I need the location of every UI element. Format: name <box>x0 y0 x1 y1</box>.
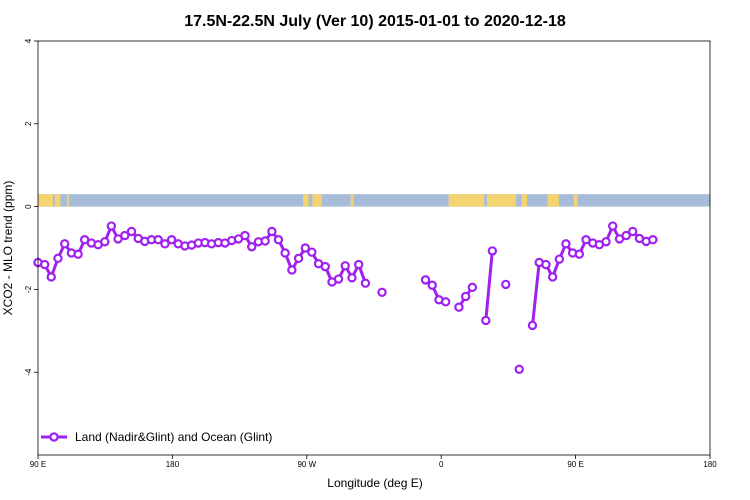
data-point <box>377 287 387 297</box>
y-axis-label: XCO2 - MLO trend (ppm) <box>1 181 15 316</box>
data-point <box>260 236 270 246</box>
data-point <box>106 221 117 231</box>
data-point <box>166 235 177 245</box>
land-patch <box>38 194 53 207</box>
x-tick-label: 90 E <box>567 460 583 469</box>
y-tick-label: 4 <box>24 38 33 43</box>
land-ocean-strip <box>38 194 710 207</box>
y-tick-label: -2 <box>24 285 33 293</box>
land-patch <box>54 194 61 207</box>
land-patch <box>573 194 578 207</box>
data-point <box>267 226 277 237</box>
data-point <box>46 272 56 282</box>
data-point <box>126 226 137 237</box>
data-point <box>420 275 431 285</box>
ocean-band <box>38 194 710 207</box>
land-patch <box>350 194 354 207</box>
data-point <box>460 291 471 302</box>
data-point <box>648 235 658 245</box>
land-patch <box>303 194 309 207</box>
data-point <box>440 297 451 307</box>
plot-frame <box>37 40 711 456</box>
land-patch <box>547 194 559 207</box>
series-line <box>37 224 367 284</box>
data-point <box>547 272 558 282</box>
series-layer <box>33 221 658 375</box>
data-point <box>608 221 618 231</box>
land-patch <box>66 194 69 207</box>
x-tick-label: 90 E <box>30 460 46 469</box>
data-point <box>293 253 304 264</box>
data-point <box>347 273 357 283</box>
y-axis: -4 -2 0 2 4 <box>24 38 38 376</box>
data-point <box>273 235 284 245</box>
chart-title: 17.5N-22.5N July (Ver 10) 2015-01-01 to … <box>184 13 566 30</box>
series-line <box>484 250 494 321</box>
data-point <box>307 247 317 257</box>
land-patch <box>521 194 528 207</box>
y-tick-label: 2 <box>24 121 33 126</box>
legend-marker-swatch <box>49 432 59 442</box>
data-point <box>100 237 110 247</box>
y-tick-label: -4 <box>24 368 33 376</box>
x-tick-label: 0 <box>439 460 444 469</box>
data-point <box>360 278 371 288</box>
data-point <box>320 261 330 272</box>
data-point <box>153 235 163 245</box>
data-point <box>300 243 311 253</box>
land-patch <box>448 194 485 207</box>
land-patch <box>486 194 516 207</box>
data-point <box>481 315 491 326</box>
data-point <box>561 239 571 249</box>
land-patch <box>312 194 316 207</box>
data-point <box>240 230 250 241</box>
data-point <box>333 274 344 284</box>
data-point <box>160 239 170 249</box>
data-point <box>40 259 50 270</box>
x-tick-label: 90 W <box>297 460 316 469</box>
data-point <box>554 254 565 264</box>
legend: Land (Nadir&Glint) and Ocean (Glint) <box>41 430 272 444</box>
data-point <box>574 249 585 259</box>
x-tick-label: 180 <box>703 460 717 469</box>
land-patch <box>315 194 322 207</box>
x-tick-label: 180 <box>166 460 180 469</box>
data-point <box>340 261 350 271</box>
data-point <box>59 239 70 249</box>
data-point <box>120 230 130 241</box>
data-point <box>353 259 364 270</box>
data-point <box>501 279 511 290</box>
data-point <box>73 249 83 259</box>
data-point <box>514 364 524 375</box>
data-point <box>454 302 464 312</box>
data-point <box>541 259 551 270</box>
data-point <box>247 242 257 252</box>
y-tick-label: 0 <box>24 204 33 209</box>
data-point <box>53 253 63 264</box>
data-point <box>287 265 297 275</box>
data-point <box>467 282 478 293</box>
x-axis-label: Longitude (deg E) <box>327 476 422 490</box>
data-point <box>621 230 631 241</box>
x-axis: 90 E 180 90 W 0 90 E 180 <box>30 455 717 469</box>
data-point <box>487 246 498 256</box>
data-point <box>527 320 538 331</box>
data-point <box>601 237 611 247</box>
legend-entry-label: Land (Nadir&Glint) and Ocean (Glint) <box>75 430 272 444</box>
data-point <box>628 226 638 237</box>
data-point <box>280 248 290 258</box>
data-point <box>427 280 437 290</box>
